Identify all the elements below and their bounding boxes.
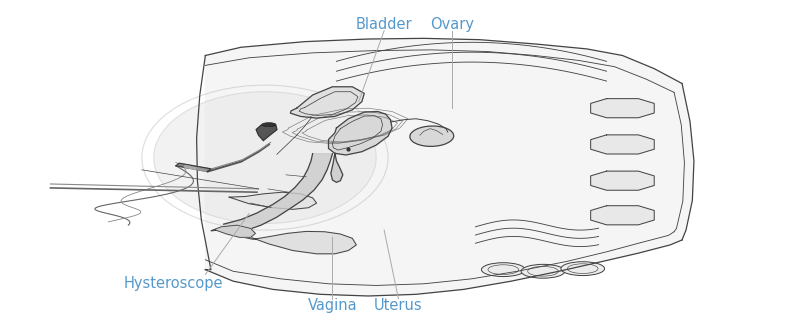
Polygon shape: [590, 206, 654, 225]
Ellipse shape: [154, 92, 376, 223]
Text: Hysteroscope: Hysteroscope: [124, 276, 223, 291]
Polygon shape: [197, 168, 207, 172]
Text: Ovary: Ovary: [430, 17, 474, 32]
Polygon shape: [331, 153, 343, 182]
Text: Uterus: Uterus: [374, 298, 422, 313]
Ellipse shape: [262, 123, 276, 127]
Polygon shape: [184, 165, 197, 170]
Polygon shape: [176, 163, 211, 172]
Polygon shape: [590, 135, 654, 154]
Text: Vagina: Vagina: [308, 298, 358, 313]
Polygon shape: [290, 87, 364, 118]
Polygon shape: [590, 171, 654, 190]
Text: Bladder: Bladder: [356, 17, 413, 32]
Ellipse shape: [482, 263, 525, 277]
Polygon shape: [206, 39, 694, 296]
Polygon shape: [224, 154, 333, 231]
Polygon shape: [229, 192, 317, 209]
Polygon shape: [329, 112, 392, 155]
Ellipse shape: [521, 264, 565, 278]
Polygon shape: [211, 225, 255, 237]
Ellipse shape: [410, 126, 454, 146]
Polygon shape: [590, 98, 654, 118]
Ellipse shape: [561, 262, 605, 276]
Polygon shape: [256, 124, 277, 140]
Polygon shape: [241, 231, 356, 254]
